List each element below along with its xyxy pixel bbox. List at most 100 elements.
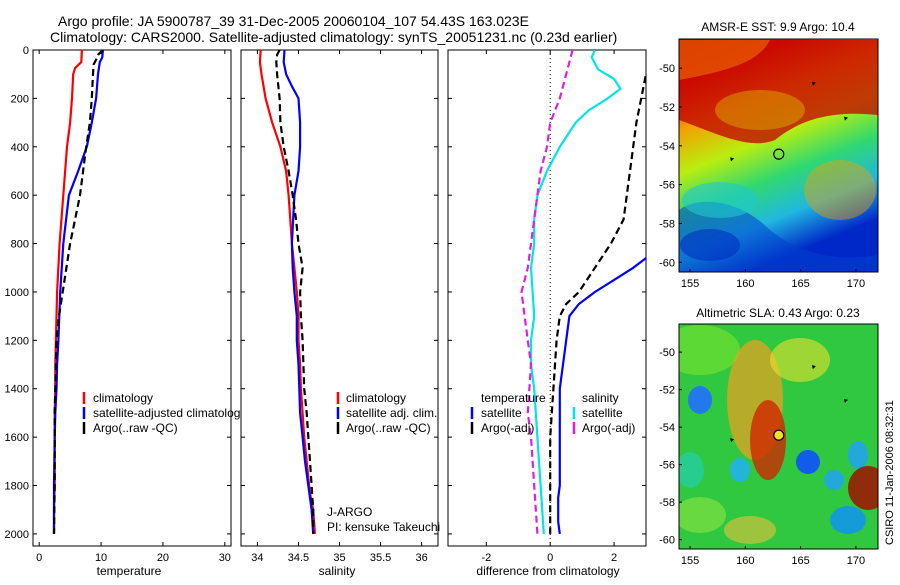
map-y-tick-label: -60 (659, 257, 675, 269)
other-float-marker (843, 398, 848, 403)
map-x-tick-label: 165 (791, 278, 809, 290)
series-line-satellite-adjusted-climatology (52, 50, 104, 534)
map-y-tick-label: -50 (659, 347, 675, 359)
x-tick-label: 35.5 (370, 552, 391, 564)
map-y-tick-label: -54 (659, 422, 675, 434)
sla-map-frame (678, 323, 879, 550)
y-tick-label: 1000 (5, 287, 29, 299)
map-x-tick-label: 170 (847, 278, 865, 290)
x-tick-label: 30 (219, 552, 231, 564)
difference-profile-lines (520, 50, 646, 546)
x-tick-label: 36 (415, 552, 427, 564)
other-float-marker (730, 157, 735, 162)
salinity-axes-box (240, 49, 439, 547)
x-tick-label: -2 (481, 552, 491, 564)
map-y-tick-label: -56 (659, 180, 675, 192)
y-tick-label: 2000 (5, 529, 29, 541)
other-float-marker (811, 365, 816, 370)
salinity-legend: climatology satellite adj. clim. Argo(..… (336, 391, 437, 435)
temperature-axis-ticks: 0 10 20 30 0 200 400 600 800 1000 1200 1400 1600 1800… (5, 45, 231, 564)
sst-map-float-markers (730, 81, 848, 162)
legend-title-temperature: temperature (481, 391, 546, 405)
x-tick-label: 20 (157, 552, 169, 564)
series-line-salinity-argo-adj (520, 50, 574, 534)
series-line-climatology (258, 50, 316, 534)
sst-map-field (679, 39, 878, 272)
temperature-x-axis-label: temperature (97, 564, 162, 578)
difference-legend: temperature satellite Argo(-adj) salinit… (470, 391, 635, 435)
series-line-argo-raw-qc (52, 50, 104, 534)
temperature-profile-lines (52, 50, 104, 534)
sla-map-ticks: 155 160 165 170 -50 -52 -54 -56 -58 -60 (659, 347, 865, 567)
legend-label-climatology: climatology (93, 391, 153, 405)
map-y-tick-label: -58 (659, 497, 675, 509)
x-tick-label: 2 (611, 552, 617, 564)
legend-label-sal-satellite: satellite (582, 406, 623, 420)
y-tick-label: 1600 (5, 432, 29, 444)
argo-float-position-marker (773, 429, 785, 441)
sst-map-panel: AMSR-E SST: 9.9 Argo: 10.4 155 160 165 170 -… (659, 20, 879, 290)
salinity-panel: 34 34.5 35 35.5 36 salinity climatology sate… (240, 49, 440, 578)
sst-map-ticks: 155 160 165 170 -50 -52 -54 -56 -58 -60 (659, 63, 865, 290)
sst-map-title: AMSR-E SST: 9.9 Argo: 10.4 (701, 20, 855, 34)
difference-axis-ticks: -2 0 2 (448, 49, 646, 564)
y-tick-label: 1800 (5, 481, 29, 493)
x-tick-label: 10 (95, 552, 107, 564)
series-line-satellite-adj-clim (282, 50, 315, 534)
legend-label-argo: Argo(..raw -QC) (93, 421, 178, 435)
x-tick-label: 35 (333, 552, 345, 564)
other-float-marker (843, 116, 848, 121)
x-tick-label: 34.5 (288, 552, 309, 564)
difference-axes-box (447, 49, 647, 547)
y-tick-label: 200 (11, 93, 29, 105)
pi-annotation: PI: kensuke Takeuchi (327, 520, 440, 534)
y-tick-label: 600 (11, 190, 29, 202)
series-line-salinity-satellite (529, 50, 622, 534)
map-y-tick-label: -50 (659, 63, 675, 75)
header-line-2: Climatology: CARS2000. Satellite-adjuste… (50, 29, 617, 45)
series-line-argo-raw-qc (275, 50, 315, 534)
header-line-1: Argo profile: JA 5900787_39 31-Dec-2005 … (58, 13, 529, 29)
argo-float-position-marker (773, 148, 785, 160)
legend-label-satellite: satellite-adjusted climatolog (93, 406, 240, 420)
temperature-axes-box (32, 49, 232, 547)
legend-label-argo: Argo(..raw -QC) (346, 421, 431, 435)
difference-x-axis-label: difference from climatology (476, 564, 619, 578)
legend-title-salinity: salinity (582, 391, 619, 405)
sla-map-float-markers (730, 365, 848, 443)
y-tick-label: 0 (23, 45, 29, 57)
series-line-temperature-argo-adj (549, 72, 646, 534)
x-tick-label: 0 (36, 552, 42, 564)
legend-label-satellite: satellite adj. clim. (346, 406, 437, 420)
map-x-tick-label: 155 (681, 278, 699, 290)
series-line-temperature-satellite (557, 256, 646, 535)
salinity-axis-ticks: 34 34.5 35 35.5 36 (241, 49, 438, 564)
program-annotation: J-ARGO (327, 505, 372, 519)
map-x-tick-label: 155 (681, 555, 699, 567)
salinity-profile-lines (258, 50, 316, 534)
sla-map-title: Altimetric SLA: 0.43 Argo: 0.23 (696, 306, 860, 320)
map-x-tick-label: 160 (736, 278, 754, 290)
legend-label-temp-satellite: satellite (481, 406, 522, 420)
temperature-legend: climatology satellite-adjusted climatolo… (82, 391, 240, 435)
map-y-tick-label: -56 (659, 460, 675, 472)
y-tick-label: 400 (11, 142, 29, 154)
difference-panel: -2 0 2 difference from climatology tempera… (447, 49, 647, 578)
x-tick-label: 34 (251, 552, 263, 564)
temperature-panel: 0 10 20 30 0 200 400 600 800 1000 1200 1400 1600 1800… (5, 45, 241, 578)
map-y-tick-label: -54 (659, 141, 675, 153)
y-tick-label: 1400 (5, 384, 29, 396)
side-credit: CSIRO 11-Jan-2006 08:32:31 (884, 400, 896, 545)
y-tick-label: 1200 (5, 335, 29, 347)
sla-map-panel: Altimetric SLA: 0.43 Argo: 0.23 155 160 16… (659, 306, 879, 567)
x-tick-label: 0 (547, 552, 553, 564)
legend-label-temp-argo: Argo(-adj) (481, 421, 534, 435)
legend-label-sal-argo: Argo(-adj) (582, 421, 635, 435)
sst-map-frame (678, 38, 879, 273)
map-x-tick-label: 170 (847, 555, 865, 567)
map-y-tick-label: -60 (659, 535, 675, 547)
map-x-tick-label: 165 (791, 555, 809, 567)
y-tick-label: 800 (11, 239, 29, 251)
map-y-tick-label: -52 (659, 385, 675, 397)
